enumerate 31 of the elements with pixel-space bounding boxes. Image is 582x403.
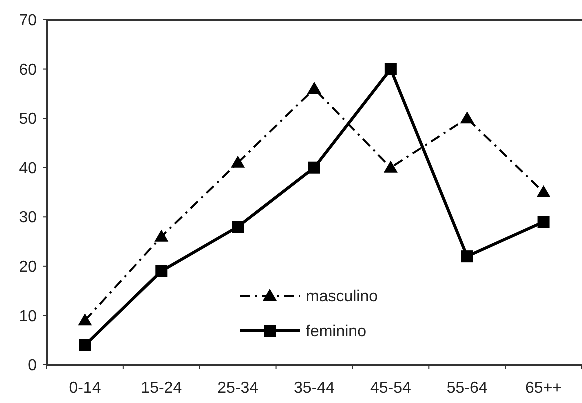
y-tick-label: 40 — [19, 160, 38, 178]
y-tick-label: 0 — [28, 358, 38, 375]
x-tick-label: 15-24 — [141, 380, 182, 397]
point — [384, 63, 397, 76]
x-tick-label: 0-14 — [69, 380, 102, 397]
y-tick-label: 50 — [19, 111, 38, 128]
legend-label: feminino — [306, 324, 367, 341]
legend-label: masculino — [306, 288, 378, 306]
point — [232, 221, 244, 233]
point — [78, 314, 92, 326]
point — [536, 186, 551, 198]
x-tick-label: 45-54 — [370, 380, 412, 397]
y-tick-label: 30 — [19, 210, 38, 227]
y-tick-label: 70 — [19, 12, 38, 30]
point — [384, 160, 398, 173]
point — [461, 250, 474, 263]
point — [460, 112, 474, 124]
y-tick-label: 10 — [19, 308, 38, 326]
x-tick-label: 25-34 — [218, 380, 259, 397]
y-tick-label: 60 — [19, 62, 38, 79]
x-tick-label: 35-44 — [294, 380, 336, 397]
point — [79, 339, 92, 352]
point — [308, 162, 320, 174]
x-tick-label: 65++ — [526, 380, 562, 397]
point — [231, 156, 246, 168]
point — [308, 82, 322, 94]
point — [154, 230, 169, 242]
point — [156, 265, 168, 278]
x-tick-label: 55-64 — [446, 380, 488, 397]
y-tick-label: 20 — [19, 259, 38, 276]
point — [538, 216, 550, 228]
